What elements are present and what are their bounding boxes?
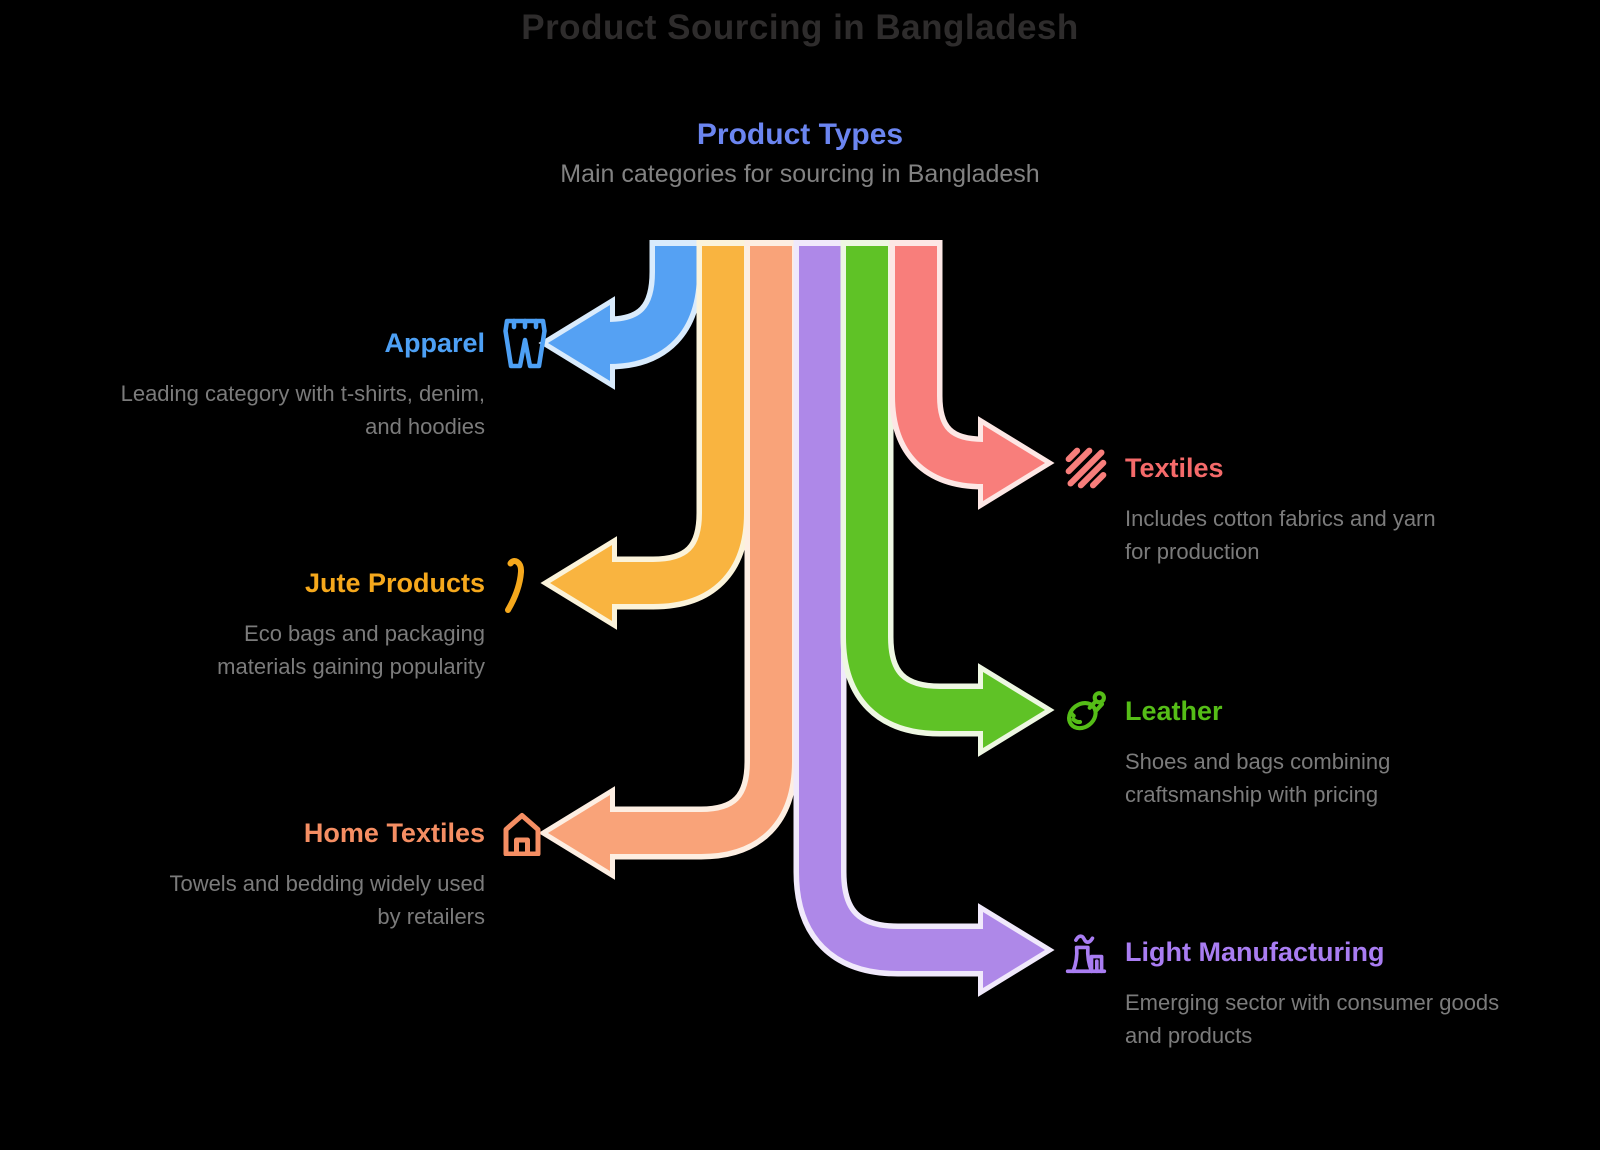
cane-icon (499, 550, 531, 616)
category-jute-products: Jute Products Eco bags and packaging mat… (150, 556, 524, 683)
page-title: Product Sourcing in Bangladesh (521, 8, 1079, 47)
textiles-ribbon (889, 240, 1055, 510)
leather-arrowhead (983, 672, 1045, 748)
apparel-arrowhead (548, 305, 610, 381)
leather-ribbon (840, 240, 1055, 757)
house-icon (499, 810, 545, 856)
home-textiles-arrowhead (548, 795, 610, 871)
light-manufacturing-ribbon (793, 240, 1055, 997)
leather-description: Shoes and bags combining craftsmanship w… (1125, 749, 1391, 807)
ham-icon (1064, 688, 1108, 734)
home-textiles-description: Towels and bedding widely used by retail… (169, 871, 485, 929)
light-manufacturing-arrowhead (983, 912, 1045, 988)
jute-products-label: Jute Products (304, 567, 485, 598)
apparel-label: Apparel (384, 327, 485, 358)
pants-icon (499, 314, 551, 372)
textiles-description: Includes cotton fabrics and yarn for pro… (1125, 506, 1436, 564)
apparel-ribbon (538, 240, 703, 390)
light-manufacturing-description: Emerging sector with consumer goods and … (1125, 990, 1500, 1048)
textiles-arrowhead (983, 425, 1045, 501)
apparel-description: Leading category with t-shirts, denim, a… (120, 381, 485, 439)
product-types-node-title: Product Types (696, 118, 904, 151)
home-textiles-label: Home Textiles (303, 817, 485, 848)
jute-ribbon (540, 240, 750, 630)
jute-arrowhead (550, 545, 612, 621)
category-leather: Leather Shoes and bags combining craftsm… (1064, 684, 1484, 811)
jute-products-description: Eco bags and packaging materials gaining… (217, 621, 485, 679)
category-light-manufacturing: Light Manufacturing Emerging sector with… (1064, 925, 1504, 1052)
factory-icon (1064, 929, 1108, 975)
category-apparel: Apparel Leading category with t-shirts, … (110, 316, 547, 443)
textiles-label: Textiles (1125, 452, 1224, 483)
category-home-textiles: Home Textiles Towels and bedding widely … (167, 806, 541, 933)
category-textiles: Textiles Includes cotton fabrics and yar… (1064, 441, 1464, 568)
leather-label: Leather (1125, 695, 1223, 726)
product-types-node-subtitle: Main categories for sourcing in Banglade… (560, 160, 1040, 188)
home-textiles-ribbon (538, 240, 798, 880)
stripes-icon (1064, 445, 1108, 491)
light-manufacturing-label: Light Manufacturing (1125, 936, 1385, 967)
